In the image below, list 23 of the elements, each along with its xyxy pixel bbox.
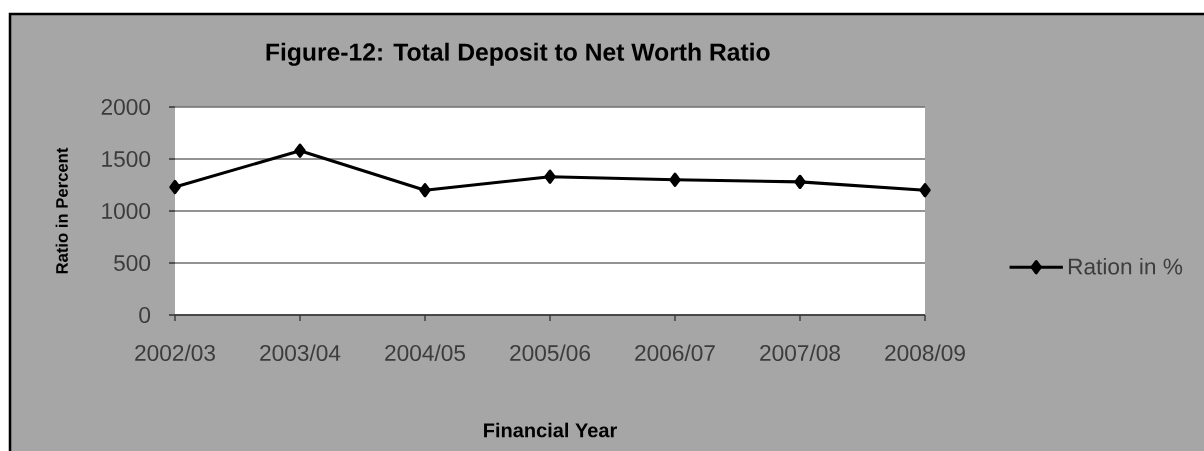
y-tick-label: 1000 — [102, 202, 151, 220]
x-tick-label: 2007/08 — [760, 344, 840, 362]
x-tick-label: 2008/09 — [885, 344, 965, 362]
y-tick-label: 2000 — [101, 98, 151, 116]
x-tick-label: 2002/03 — [135, 344, 215, 362]
y-tick-label: 0 — [139, 306, 151, 324]
point — [294, 143, 306, 158]
point — [544, 169, 556, 184]
x-tick-label: 2006/07 — [635, 344, 715, 362]
point — [169, 179, 181, 195]
point — [794, 174, 806, 190]
chart-title: Figure-12: Total Deposit to Net Worth Ratio — [266, 42, 770, 66]
x-tick-label: 2003/04 — [260, 344, 341, 362]
point — [669, 172, 681, 187]
x-tick-label: 2005/06 — [510, 344, 590, 362]
legend-label: Ration in % — [1068, 257, 1183, 275]
y-tick-label: 500 — [114, 254, 151, 272]
point — [919, 183, 931, 198]
y-tick-label: 1500 — [102, 150, 151, 168]
x-axis-title: Financial Year — [484, 422, 617, 438]
point — [419, 183, 431, 198]
x-tick-label: 2004/05 — [385, 344, 465, 362]
y-axis-title: Ratio in Percent — [55, 147, 68, 274]
